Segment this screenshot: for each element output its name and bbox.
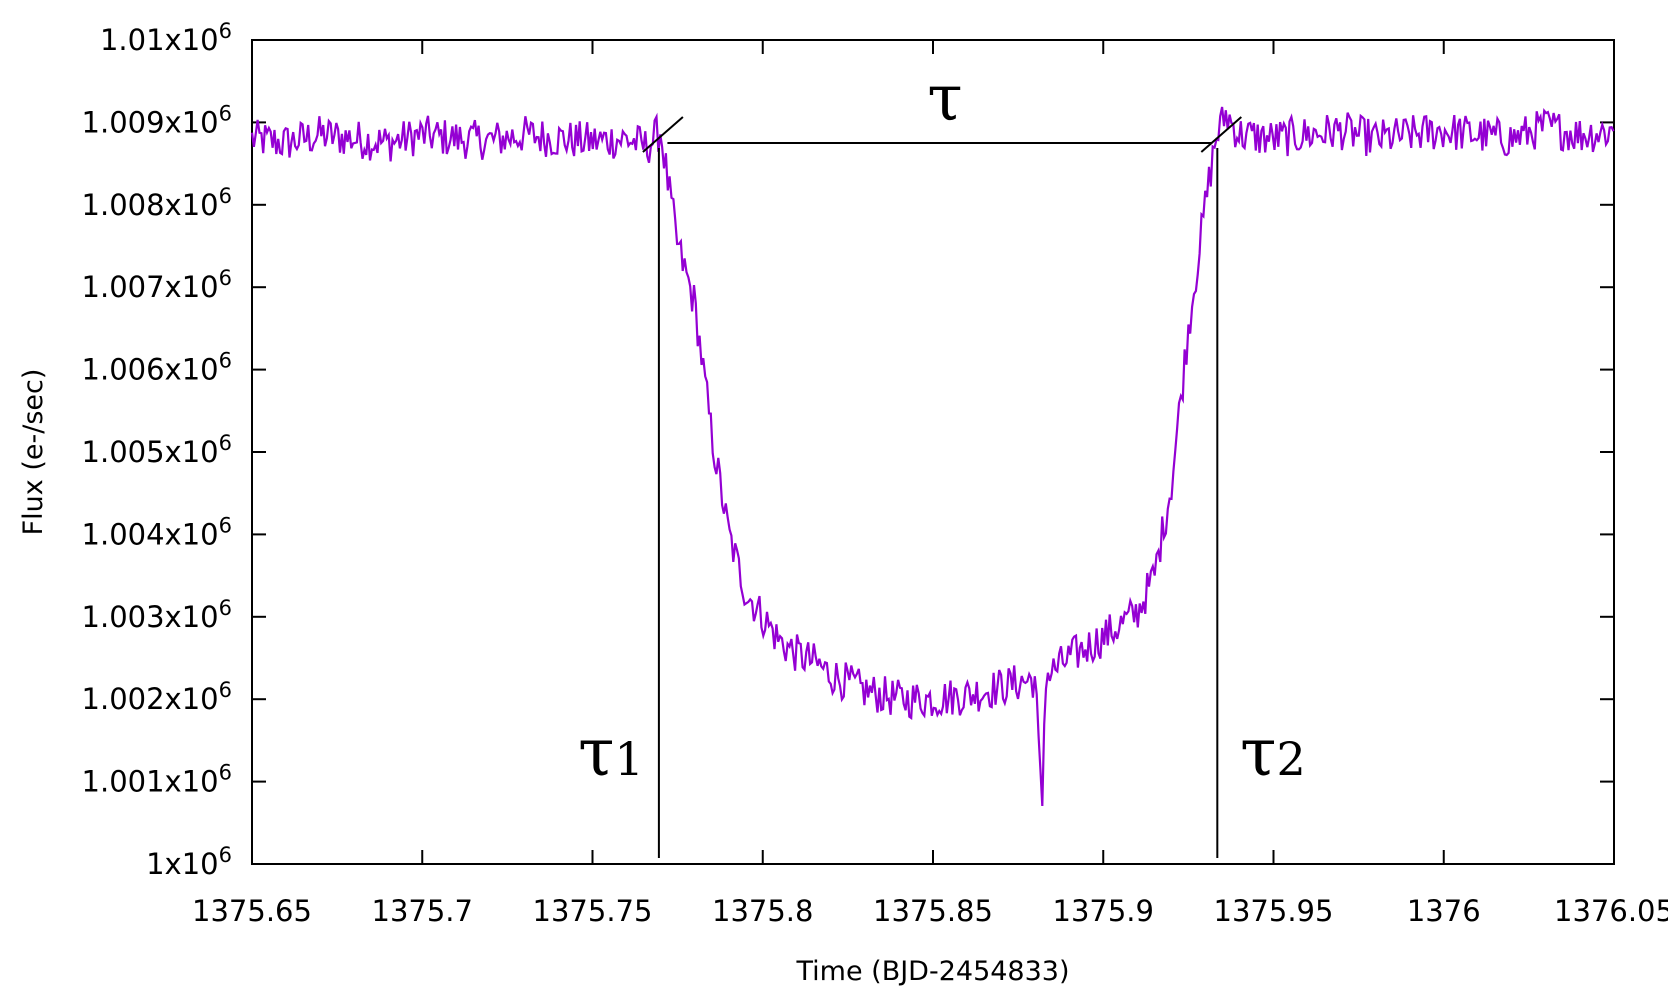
y-axis-ticks: 1x106 1.001x106 1.002x106 1.003x106 1.004x10… — [82, 19, 1614, 881]
y-tick-label: 1.004x106 — [82, 513, 232, 551]
x-axis-ticks: 1375.65 1375.7 1375.75 1375.8 1375.85 1375.9 1… — [192, 40, 1668, 928]
x-axis-title: Time (BJD-2454833) — [796, 956, 1070, 987]
y-tick-label: 1.01x106 — [100, 19, 232, 57]
y-tick-label: 1.001x106 — [82, 761, 232, 799]
y-tick-label: 1.008x106 — [82, 184, 232, 222]
flux-series-line — [250, 106, 1615, 807]
y-tick-label: 1.003x106 — [82, 596, 232, 634]
y-axis-title: Flux (e-/sec) — [18, 369, 49, 536]
plot-frame — [251, 39, 1615, 865]
y-tick-label: 1.006x106 — [82, 349, 232, 387]
x-tick-label: 1375.7 — [372, 894, 473, 928]
x-tick-label: 1375.85 — [873, 894, 993, 928]
tau1-label: τ1 — [578, 714, 644, 791]
y-tick-label: 1.009x106 — [82, 101, 232, 139]
y-tick-label: 1x106 — [146, 843, 232, 881]
x-tick-label: 1375.95 — [1214, 894, 1334, 928]
ingress-tangent-line — [642, 116, 684, 153]
x-tick-label: 1375.9 — [1053, 894, 1154, 928]
tau2-label: τ2 — [1240, 714, 1306, 791]
x-tick-label: 1375.65 — [192, 894, 312, 928]
x-tick-label: 1376 — [1407, 894, 1481, 928]
x-tick-label: 1375.8 — [712, 894, 813, 928]
transit-annotations: τ τ1 τ2 — [578, 62, 1306, 858]
x-tick-label: 1376.05 — [1554, 894, 1668, 928]
y-tick-label: 1.002x106 — [82, 678, 232, 716]
y-tick-label: 1.005x106 — [82, 431, 232, 469]
x-tick-label: 1375.75 — [533, 894, 653, 928]
tau-label: τ — [927, 62, 962, 136]
egress-tangent-line — [1200, 116, 1242, 153]
y-tick-label: 1.007x106 — [82, 266, 232, 304]
